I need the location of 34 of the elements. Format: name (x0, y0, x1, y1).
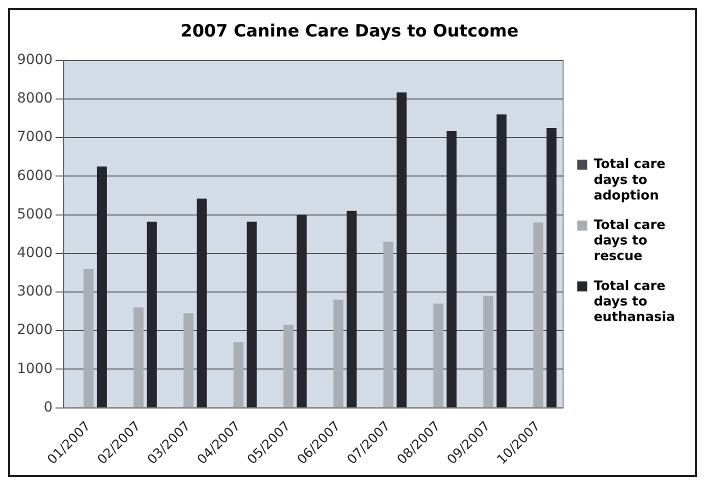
bar (396, 92, 407, 408)
bar (496, 114, 507, 408)
bar (446, 131, 457, 408)
y-tick-label: 8000 (16, 90, 53, 107)
bar (483, 296, 494, 408)
y-tick-label: 7000 (16, 129, 53, 146)
bar (146, 222, 157, 408)
chart-title: 2007 Canine Care Days to Outcome (180, 22, 519, 42)
y-tick-label: 6000 (16, 168, 53, 184)
y-tick-label: 4000 (16, 245, 53, 262)
bar (283, 324, 294, 408)
bar (233, 342, 244, 408)
bar (533, 222, 544, 408)
bar (184, 313, 194, 408)
y-tick-label: 9000 (16, 52, 53, 68)
bar (196, 198, 207, 408)
bar (134, 307, 144, 408)
bar (333, 300, 344, 408)
bar (96, 166, 107, 408)
legend-label: Total care days to euthanasia (594, 278, 676, 325)
bar (546, 128, 557, 408)
bar (246, 222, 257, 408)
bar (383, 242, 394, 408)
y-tick-label: 2000 (16, 322, 53, 338)
bar (346, 210, 357, 408)
y-tick-label: 5000 (16, 206, 53, 222)
y-tick-label: 3000 (16, 284, 53, 300)
bar (433, 304, 444, 408)
bar (296, 214, 307, 408)
bar (84, 268, 94, 408)
y-tick-label: 1000 (16, 360, 53, 377)
y-tick-label: 0 (44, 399, 53, 416)
legend-label: Total care days to adoption (594, 157, 666, 204)
legend-label: Total care days to rescue (594, 218, 666, 264)
